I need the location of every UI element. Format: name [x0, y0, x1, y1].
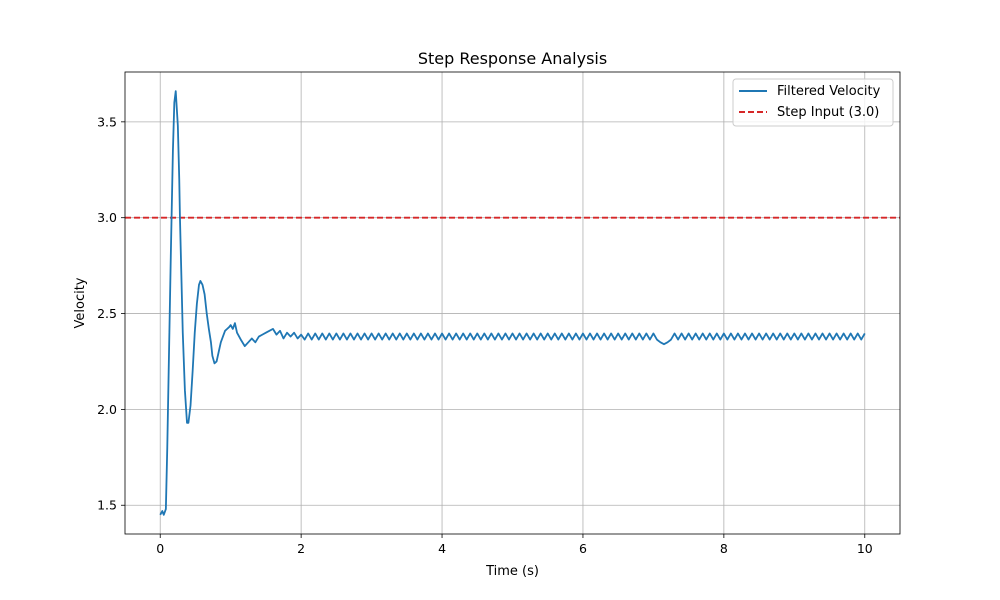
y-tick-label: 3.0 [97, 210, 117, 225]
plot-frame [124, 71, 901, 535]
y-tick-label: 2.5 [97, 306, 117, 321]
chart-title: Step Response Analysis [418, 49, 607, 68]
y-tick-label: 3.5 [97, 114, 117, 129]
x-tick-label: 10 [857, 541, 873, 556]
legend-label-filtered-velocity: Filtered Velocity [777, 84, 881, 99]
x-tick-label: 2 [297, 541, 305, 556]
y-tick-label: 2.0 [97, 402, 117, 417]
data-layer [125, 90, 900, 516]
x-axis-label: Time (s) [485, 564, 539, 579]
legend-box [732, 78, 894, 127]
y-tick-label: 1.5 [97, 498, 117, 513]
y-axis-label: Velocity [73, 277, 88, 328]
x-tick-label: 6 [579, 541, 587, 556]
x-tick-label: 0 [156, 541, 164, 556]
tick-layer: 0 2 4 6 8 10 1.5 2.0 2.5 3.0 3.5 [97, 114, 873, 556]
x-tick-label: 4 [438, 541, 446, 556]
series-filtered-velocity-line [159, 90, 866, 516]
legend: Filtered Velocity Step Input (3.0) [732, 78, 894, 127]
x-tick-label: 8 [720, 541, 728, 556]
legend-label-step-input: Step Input (3.0) [777, 105, 879, 120]
